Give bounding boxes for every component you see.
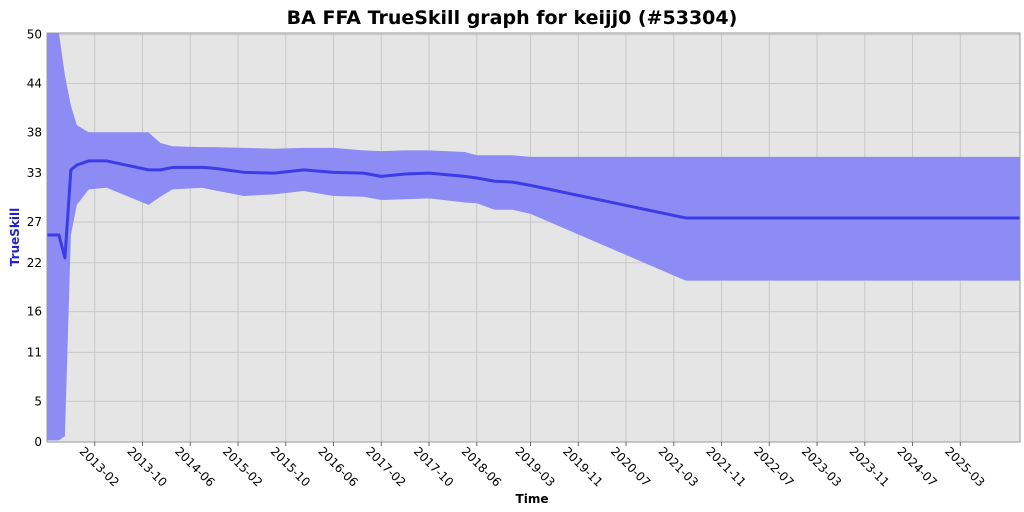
y-tick-label: 22 [27,256,42,270]
x-axis-label: Time [516,492,549,506]
x-tick-label: 2013-02 [77,444,122,489]
x-tick-label: 2018-06 [459,444,504,489]
plot-frame [46,32,1021,443]
y-tick-label: 16 [27,305,42,319]
x-tick-label: 2021-11 [703,444,748,489]
y-tick-label: 27 [27,215,42,229]
x-tick-label: 2013-10 [124,444,169,489]
x-tick-label: 2017-10 [411,444,456,489]
x-tick-label: 2015-02 [220,444,265,489]
y-axis-label: TrueSkill [8,208,22,266]
y-tick-label: 5 [34,394,42,408]
x-tick-label: 2016-06 [315,444,360,489]
y-tick-label: 50 [27,28,42,42]
x-tick-label: 2024-07 [894,444,939,489]
x-tick-label: 2023-03 [799,444,844,489]
x-tick-label: 2015-10 [268,444,313,489]
uncertainty-band [47,33,1020,441]
y-tick-label: 38 [27,125,42,139]
chart-title: BA FFA TrueSkill graph for keijj0 (#5330… [287,7,738,29]
marks [47,33,1020,441]
y-tick-label: 44 [27,77,42,91]
x-tick-label: 2019-03 [512,444,557,489]
x-tick-label: 2025-03 [942,444,987,489]
x-tick-label: 2014-06 [172,444,217,489]
x-tick-label: 2023-11 [847,444,892,489]
x-tick-label: 2021-03 [656,444,701,489]
x-tick-label: 2019-11 [560,444,605,489]
y-tick-label: 0 [34,435,42,449]
x-tick-label: 2022-07 [751,444,796,489]
x-tick-label: 2017-02 [363,444,408,489]
y-tick-label: 33 [27,166,42,180]
y-tick-label: 11 [27,345,42,359]
x-tick-label: 2020-07 [608,444,653,489]
trueskill-line [47,159,1020,260]
